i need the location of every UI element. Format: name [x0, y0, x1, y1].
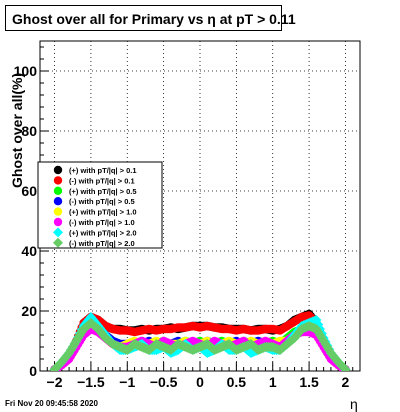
- y-tick-label: 40: [21, 243, 37, 259]
- x-tick-label: 1.5: [299, 374, 319, 390]
- data-points-group: [49, 309, 351, 371]
- legend-marker: [53, 165, 63, 175]
- x-tick-label: 0: [196, 374, 204, 390]
- legend-entry: (-) with pT/|q| > 2.0: [69, 239, 135, 248]
- chart-title: Ghost over all for Primary vs η at pT > …: [5, 5, 296, 31]
- legend-entry: (-) with pT/|q| > 1.0: [69, 218, 135, 227]
- legend-marker: [53, 197, 63, 206]
- y-tick-label: 0: [29, 363, 37, 379]
- x-axis-label: η: [350, 396, 358, 412]
- legend-marker: [53, 237, 63, 248]
- y-tick-label: 80: [21, 123, 37, 139]
- x-tick-label: 0.5: [227, 374, 247, 390]
- legend-marker: [53, 176, 63, 185]
- y-tick-label: 20: [21, 303, 37, 319]
- x-tick-label: −1.5: [77, 374, 105, 390]
- legend-entry: (+) with pT/|q| > 0.5: [69, 187, 137, 196]
- x-tick-label: −2: [47, 374, 63, 390]
- legend-entry: (+) with pT/|q| > 1.0: [69, 208, 137, 217]
- x-tick-label: −1: [119, 374, 135, 390]
- legend-entry: (-) with pT/|q| > 0.1: [69, 176, 135, 185]
- legend-marker: [53, 227, 63, 238]
- timestamp-footer: Fri Nov 20 09:45:58 2020: [5, 399, 98, 408]
- x-tick-label: 2: [342, 374, 350, 390]
- legend-entry: (+) with pT/|q| > 0.1: [69, 166, 137, 175]
- legend-marker: [53, 217, 63, 227]
- series-7: [49, 318, 351, 371]
- data-point: [340, 364, 351, 371]
- y-tick-label: 60: [21, 183, 37, 199]
- legend-entry: (-) with pT/|q| > 0.5: [69, 197, 135, 206]
- x-tick-label: 1: [269, 374, 277, 390]
- legend-marker: [53, 186, 63, 195]
- legend-marker: [53, 207, 63, 216]
- legend-entry: (+) with pT/|q| > 2.0: [69, 228, 137, 237]
- x-tick-label: −0.5: [150, 374, 178, 390]
- y-tick-label: 100: [14, 63, 38, 79]
